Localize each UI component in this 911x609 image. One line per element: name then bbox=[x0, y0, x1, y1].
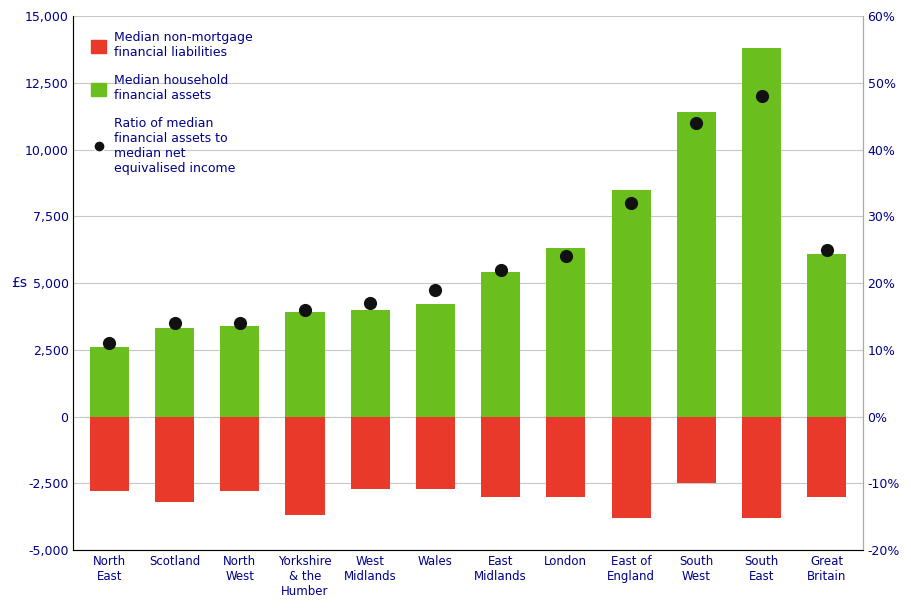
Point bbox=[754, 91, 769, 101]
Bar bbox=[807, 254, 846, 417]
Bar bbox=[742, 417, 781, 518]
Point bbox=[363, 298, 377, 308]
Bar bbox=[611, 417, 650, 518]
Bar bbox=[351, 417, 390, 488]
Bar bbox=[415, 304, 455, 417]
Bar bbox=[351, 310, 390, 417]
Bar bbox=[220, 417, 260, 491]
Bar bbox=[547, 417, 586, 496]
Bar bbox=[481, 272, 520, 417]
Bar bbox=[547, 248, 586, 417]
Point bbox=[689, 118, 703, 128]
Y-axis label: £s: £s bbox=[11, 276, 27, 290]
Bar bbox=[220, 326, 260, 417]
Bar bbox=[677, 417, 716, 484]
Point bbox=[558, 252, 573, 261]
Legend: Median non-mortgage
financial liabilities, Median household
financial assets, Ra: Median non-mortgage financial liabilitie… bbox=[87, 27, 256, 179]
Bar bbox=[285, 417, 324, 515]
Point bbox=[168, 319, 182, 328]
Point bbox=[232, 319, 247, 328]
Point bbox=[624, 198, 639, 208]
Point bbox=[102, 338, 117, 348]
Point bbox=[298, 305, 312, 315]
Bar bbox=[677, 112, 716, 417]
Bar bbox=[89, 347, 128, 417]
Bar bbox=[285, 312, 324, 417]
Bar bbox=[807, 417, 846, 496]
Point bbox=[428, 285, 443, 295]
Point bbox=[494, 265, 508, 275]
Bar bbox=[415, 417, 455, 488]
Bar bbox=[481, 417, 520, 496]
Bar bbox=[155, 417, 194, 502]
Bar bbox=[89, 417, 128, 491]
Point bbox=[820, 245, 834, 255]
Bar bbox=[742, 48, 781, 417]
Bar bbox=[155, 328, 194, 417]
Bar bbox=[611, 189, 650, 417]
